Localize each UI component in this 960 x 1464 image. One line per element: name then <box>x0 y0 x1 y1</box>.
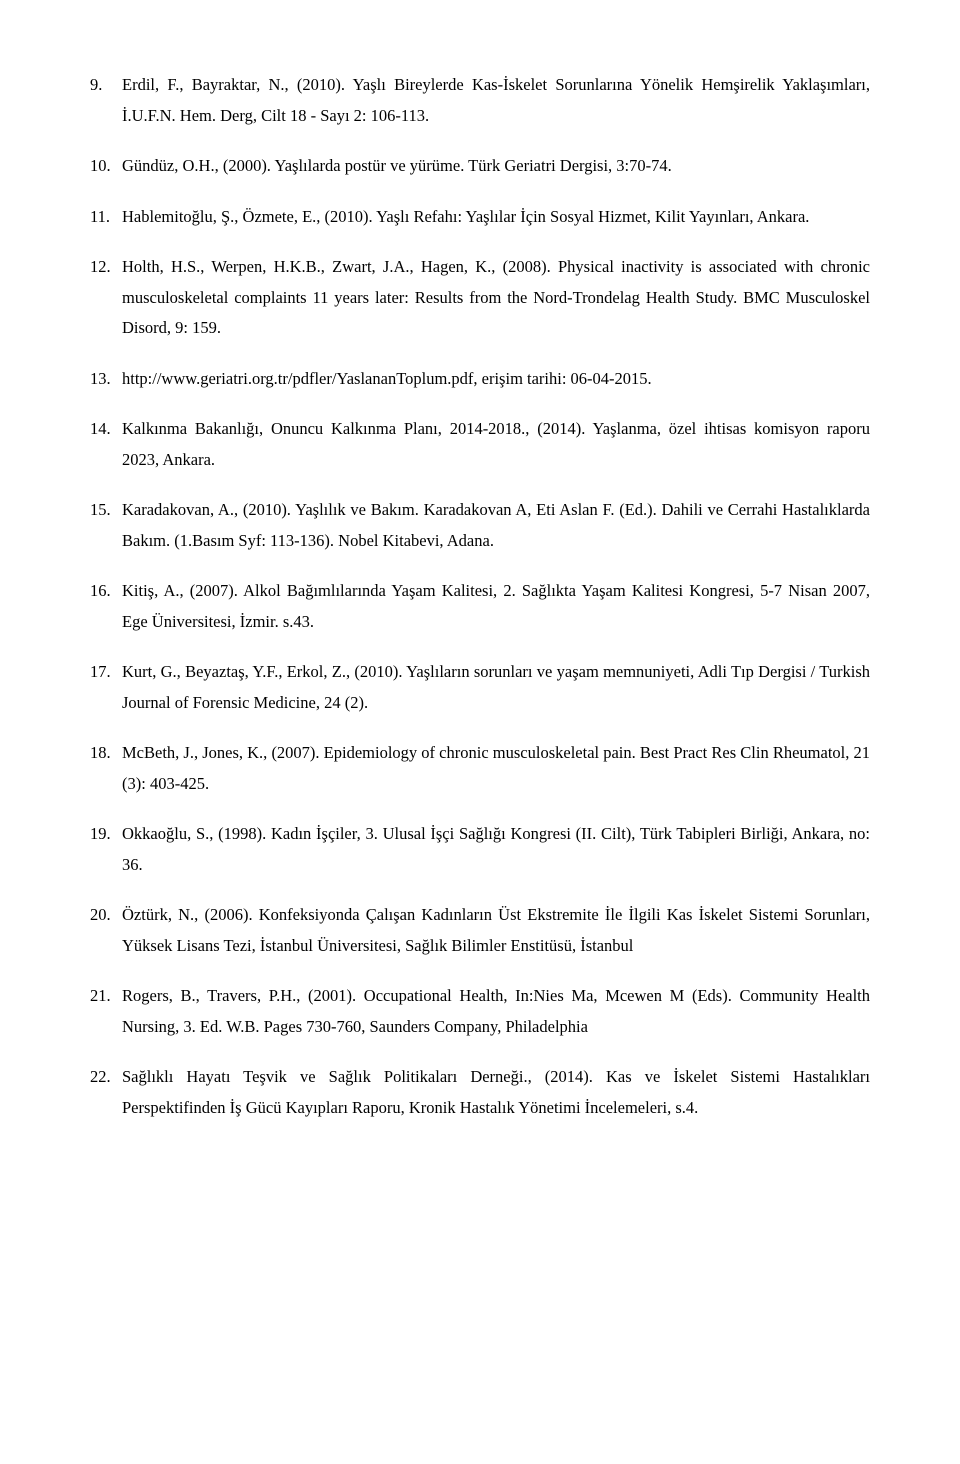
reference-text: Hablemitoğlu, Ş., Özmete, E., (2010). Ya… <box>122 202 870 233</box>
reference-item: Karadakovan, A., (2010). Yaşlılık ve Bak… <box>90 495 870 556</box>
reference-item: Öztürk, N., (2006). Konfeksiyonda Çalışa… <box>90 900 870 961</box>
reference-item: McBeth, J., Jones, K., (2007). Epidemiol… <box>90 738 870 799</box>
reference-text: Erdil, F., Bayraktar, N., (2010). Yaşlı … <box>122 70 870 131</box>
reference-item: Kitiş, A., (2007). Alkol Bağımlılarında … <box>90 576 870 637</box>
reference-text: Rogers, B., Travers, P.H., (2001). Occup… <box>122 981 870 1042</box>
reference-item: Kalkınma Bakanlığı, Onuncu Kalkınma Plan… <box>90 414 870 475</box>
reference-item: Erdil, F., Bayraktar, N., (2010). Yaşlı … <box>90 70 870 131</box>
reference-item: Gündüz, O.H., (2000). Yaşlılarda postür … <box>90 151 870 182</box>
reference-text: Sağlıklı Hayatı Teşvik ve Sağlık Politik… <box>122 1062 870 1123</box>
reference-item: http://www.geriatri.org.tr/pdfler/Yaslan… <box>90 364 870 395</box>
reference-item: Holth, H.S., Werpen, H.K.B., Zwart, J.A.… <box>90 252 870 344</box>
reference-text: Gündüz, O.H., (2000). Yaşlılarda postür … <box>122 151 870 182</box>
reference-text: Kitiş, A., (2007). Alkol Bağımlılarında … <box>122 576 870 637</box>
reference-text: http://www.geriatri.org.tr/pdfler/Yaslan… <box>122 364 870 395</box>
reference-text: Okkaoğlu, S., (1998). Kadın İşçiler, 3. … <box>122 819 870 880</box>
reference-item: Okkaoğlu, S., (1998). Kadın İşçiler, 3. … <box>90 819 870 880</box>
reference-text: McBeth, J., Jones, K., (2007). Epidemiol… <box>122 738 870 799</box>
reference-item: Rogers, B., Travers, P.H., (2001). Occup… <box>90 981 870 1042</box>
reference-text: Karadakovan, A., (2010). Yaşlılık ve Bak… <box>122 495 870 556</box>
reference-item: Sağlıklı Hayatı Teşvik ve Sağlık Politik… <box>90 1062 870 1123</box>
reference-text: Kurt, G., Beyaztaş, Y.F., Erkol, Z., (20… <box>122 657 870 718</box>
reference-item: Kurt, G., Beyaztaş, Y.F., Erkol, Z., (20… <box>90 657 870 718</box>
reference-text: Holth, H.S., Werpen, H.K.B., Zwart, J.A.… <box>122 252 870 344</box>
reference-item: Hablemitoğlu, Ş., Özmete, E., (2010). Ya… <box>90 202 870 233</box>
reference-text: Kalkınma Bakanlığı, Onuncu Kalkınma Plan… <box>122 414 870 475</box>
reference-text: Öztürk, N., (2006). Konfeksiyonda Çalışa… <box>122 900 870 961</box>
reference-list: Erdil, F., Bayraktar, N., (2010). Yaşlı … <box>90 70 870 1123</box>
